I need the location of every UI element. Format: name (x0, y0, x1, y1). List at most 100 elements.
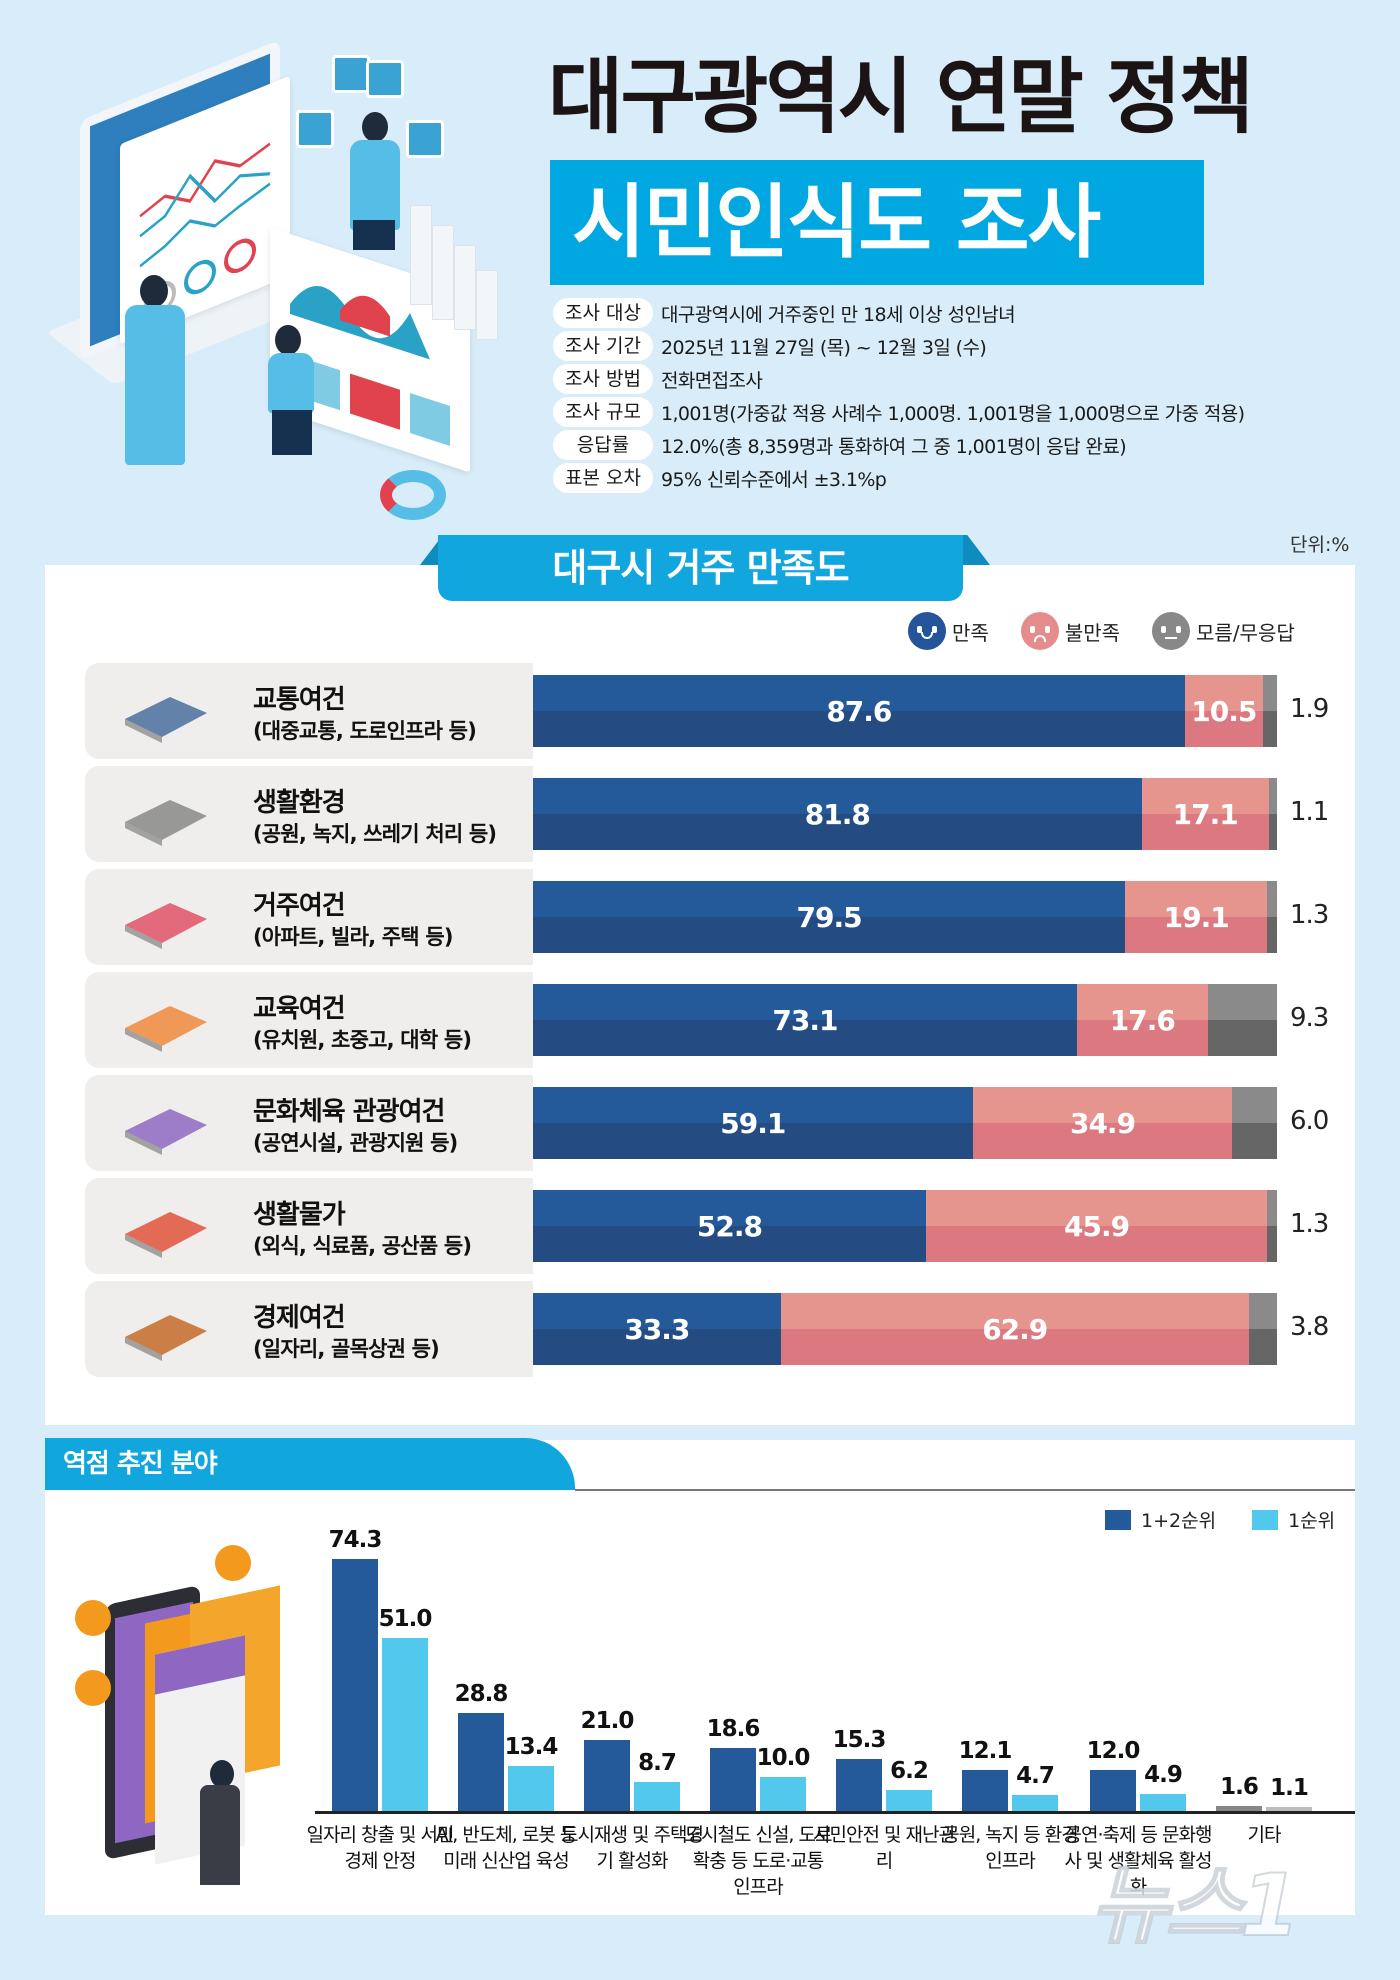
satisfaction-row-label: 문화체육 관광여건 (공연시설, 관광지원 등) (85, 1075, 533, 1171)
bar-segment-satisfied: 59.1 (533, 1087, 973, 1159)
dont-know-value: 1.3 (1290, 1209, 1329, 1239)
resume-phone-illustration (60, 1535, 300, 1895)
magnifier-icon (75, 1670, 111, 1706)
bar-value-label: 15.3 (832, 1727, 887, 1754)
bar-value: 33.3 (624, 1312, 690, 1346)
bar-value: 10.5 (1191, 694, 1257, 728)
stacked-bar: 59.1 34.9 (533, 1087, 1277, 1159)
bar-rank12 (836, 1759, 882, 1811)
satisfaction-row-label: 경제여건 (일자리, 골목상권 등) (85, 1281, 533, 1377)
report-paper-icon (120, 75, 290, 345)
dont-know-value: 1.1 (1290, 797, 1329, 827)
donut-chart-icon (380, 470, 446, 520)
bar-value: 19.1 (1163, 900, 1230, 934)
bar-segment-dissatisfied: 62.9 (780, 1293, 1249, 1365)
bar-segment-dont-know (1267, 881, 1277, 953)
stacked-bar: 87.6 10.5 (533, 675, 1278, 747)
bar-value-label: 74.3 (328, 1527, 383, 1554)
bar-value-label: 6.2 (890, 1757, 929, 1784)
bar-block-decor (432, 225, 454, 320)
bar-segment-satisfied: 79.5 (533, 881, 1126, 953)
satisfaction-row-label: 생활환경 (공원, 녹지, 쓰레기 처리 등) (85, 766, 533, 862)
bar-value: 79.5 (796, 900, 862, 934)
category-label: 일자리 창출 및 서민경제 안정 (306, 1824, 455, 1872)
category-label: 시민안전 및 재난관리 (813, 1824, 956, 1872)
legend-label: 만족 (952, 620, 989, 645)
info-row-method: 조사 방법 전화면접조사 (553, 364, 763, 394)
info-value: 대구광역시에 거주중인 만 18세 이상 성인남녀 (661, 303, 1016, 326)
bar-value: 34.9 (1069, 1106, 1136, 1140)
category-label: 기타 (1247, 1824, 1282, 1846)
legend-item-dissatisfied: 불만족 (1020, 612, 1121, 650)
bar-segment-satisfied: 87.6 (533, 675, 1185, 747)
row-title: 생활물가 (253, 1200, 346, 1230)
travel-tablet-icon (115, 1091, 215, 1155)
legend-label: 모름/무응답 (1196, 620, 1295, 645)
info-label: 조사 기간 (553, 331, 653, 361)
section-divider (575, 1489, 1355, 1491)
priority-legend: 1+2순위 1순위 (1105, 1506, 1371, 1533)
bar-segment-dont-know (1248, 1293, 1278, 1365)
bar-value: 45.9 (1064, 1209, 1130, 1243)
row-title: 경제여건 (253, 1303, 346, 1333)
row-title: 교육여건 (253, 994, 346, 1024)
bar-rank1 (1266, 1807, 1312, 1811)
category-label: 공원, 녹지 등 환경 인프라 (942, 1824, 1079, 1872)
person-presenter (350, 140, 400, 230)
legend-swatch-rank12 (1105, 1509, 1131, 1530)
person-head (275, 325, 301, 355)
bar-rank1 (886, 1789, 932, 1811)
bar-block-decor (410, 205, 432, 305)
dont-know-value: 6.0 (1290, 1106, 1329, 1136)
row-title: 문화체육 관광여건 (253, 1097, 445, 1127)
bar-value-label: 28.8 (454, 1681, 509, 1708)
bar-segment-dissatisfied: 45.9 (925, 1190, 1268, 1262)
info-row-period: 조사 기간 2025년 11월 27일 (목) ~ 12월 3일 (수) (553, 331, 987, 361)
bar-value-label: 1.1 (1270, 1775, 1309, 1802)
bar-segment-dont-know (1207, 984, 1278, 1056)
satisfaction-row-label: 교육여건 (유치원, 초중고, 대학 등) (85, 972, 533, 1068)
happy-face-icon (908, 612, 946, 650)
bar-value-label: 10.0 (756, 1745, 811, 1772)
bar-value: 59.1 (720, 1106, 786, 1140)
bar-segment-dont-know (1267, 1190, 1277, 1262)
bar-chart-float-icon (332, 55, 370, 93)
bar-segment-dissatisfied: 17.1 (1141, 778, 1270, 850)
legend-item-satisfied: 만족 (908, 612, 989, 650)
bar-segment-satisfied: 33.3 (533, 1293, 781, 1365)
row-title: 교통여건 (253, 685, 346, 715)
category-label: 도시철도 신설, 도로확충 등 도로·교통 인프라 (684, 1824, 833, 1898)
legend-item-dont-know: 모름/무응답 (1152, 612, 1295, 650)
bar-chart-float-icon (366, 60, 404, 98)
info-value: 12.0%(총 8,359명과 통화하여 그 중 1,001명이 응답 완료) (661, 435, 1127, 458)
chat-bubble-icon (215, 1545, 251, 1581)
bar-value: 17.1 (1172, 797, 1239, 831)
satisfaction-legend: 만족 불만족 모름/무응답 (908, 612, 1317, 650)
bar-rank12 (584, 1739, 630, 1811)
row-title: 생활환경 (253, 788, 346, 818)
satisfaction-row-label: 생활물가 (외식, 식료품, 공산품 등) (85, 1178, 533, 1274)
bar-block-decor (476, 270, 498, 340)
bar-rank12 (962, 1769, 1008, 1811)
stacked-bar: 81.8 17.1 (533, 778, 1278, 850)
person-head (140, 275, 168, 307)
legend-label: 불만족 (1064, 620, 1121, 645)
sad-face-icon (1020, 612, 1059, 650)
satisfaction-row-label: 교통여건 (대중교통, 도로인프라 등) (85, 663, 533, 759)
page-title: 대구광역시 연말 정책 (548, 50, 1254, 145)
person-head (362, 112, 388, 142)
bar-segment-dont-know (1262, 675, 1278, 747)
dont-know-value: 9.3 (1290, 1003, 1329, 1033)
bus-icon (115, 679, 215, 743)
info-label: 조사 대상 (553, 298, 653, 328)
row-subtitle: (일자리, 골목상권 등) (253, 1337, 440, 1361)
info-label: 표본 오차 (553, 463, 653, 493)
row-subtitle: (공원, 녹지, 쓰레기 처리 등) (253, 822, 497, 846)
satisfaction-row-label: 거주여건 (아파트, 빌라, 주택 등) (85, 869, 533, 965)
bar-value: 62.9 (982, 1312, 1048, 1346)
person-woman (268, 353, 314, 413)
bar-value-label: 4.9 (1144, 1762, 1183, 1789)
bar-value-label: 12.1 (958, 1737, 1013, 1764)
info-label: 조사 규모 (553, 397, 653, 427)
bar-rank12 (1090, 1770, 1136, 1811)
